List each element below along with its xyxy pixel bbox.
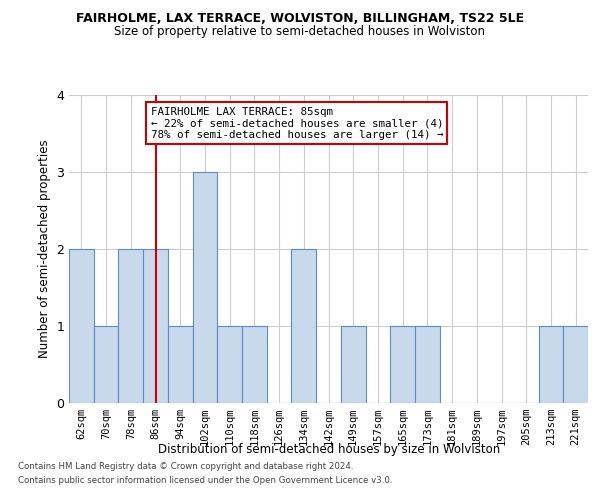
Bar (217, 326, 242, 402)
Text: FAIRHOLME, LAX TERRACE, WOLVISTON, BILLINGHAM, TS22 5LE: FAIRHOLME, LAX TERRACE, WOLVISTON, BILLI… (76, 12, 524, 26)
Bar (539, 326, 563, 402)
Bar (415, 326, 440, 402)
Text: Size of property relative to semi-detached houses in Wolviston: Size of property relative to semi-detach… (115, 25, 485, 38)
Text: Distribution of semi-detached houses by size in Wolviston: Distribution of semi-detached houses by … (158, 442, 500, 456)
Bar (69, 248, 94, 402)
Bar (118, 248, 143, 402)
Y-axis label: Number of semi-detached properties: Number of semi-detached properties (38, 140, 50, 358)
Bar (341, 326, 365, 402)
Text: FAIRHOLME LAX TERRACE: 85sqm
← 22% of semi-detached houses are smaller (4)
78% o: FAIRHOLME LAX TERRACE: 85sqm ← 22% of se… (151, 106, 443, 140)
Text: Contains public sector information licensed under the Open Government Licence v3: Contains public sector information licen… (18, 476, 392, 485)
Bar (292, 248, 316, 402)
Bar (242, 326, 267, 402)
Bar (168, 326, 193, 402)
Bar (563, 326, 588, 402)
Bar (94, 326, 118, 402)
Text: Contains HM Land Registry data © Crown copyright and database right 2024.: Contains HM Land Registry data © Crown c… (18, 462, 353, 471)
Bar (193, 172, 217, 402)
Bar (143, 248, 168, 402)
Bar (390, 326, 415, 402)
